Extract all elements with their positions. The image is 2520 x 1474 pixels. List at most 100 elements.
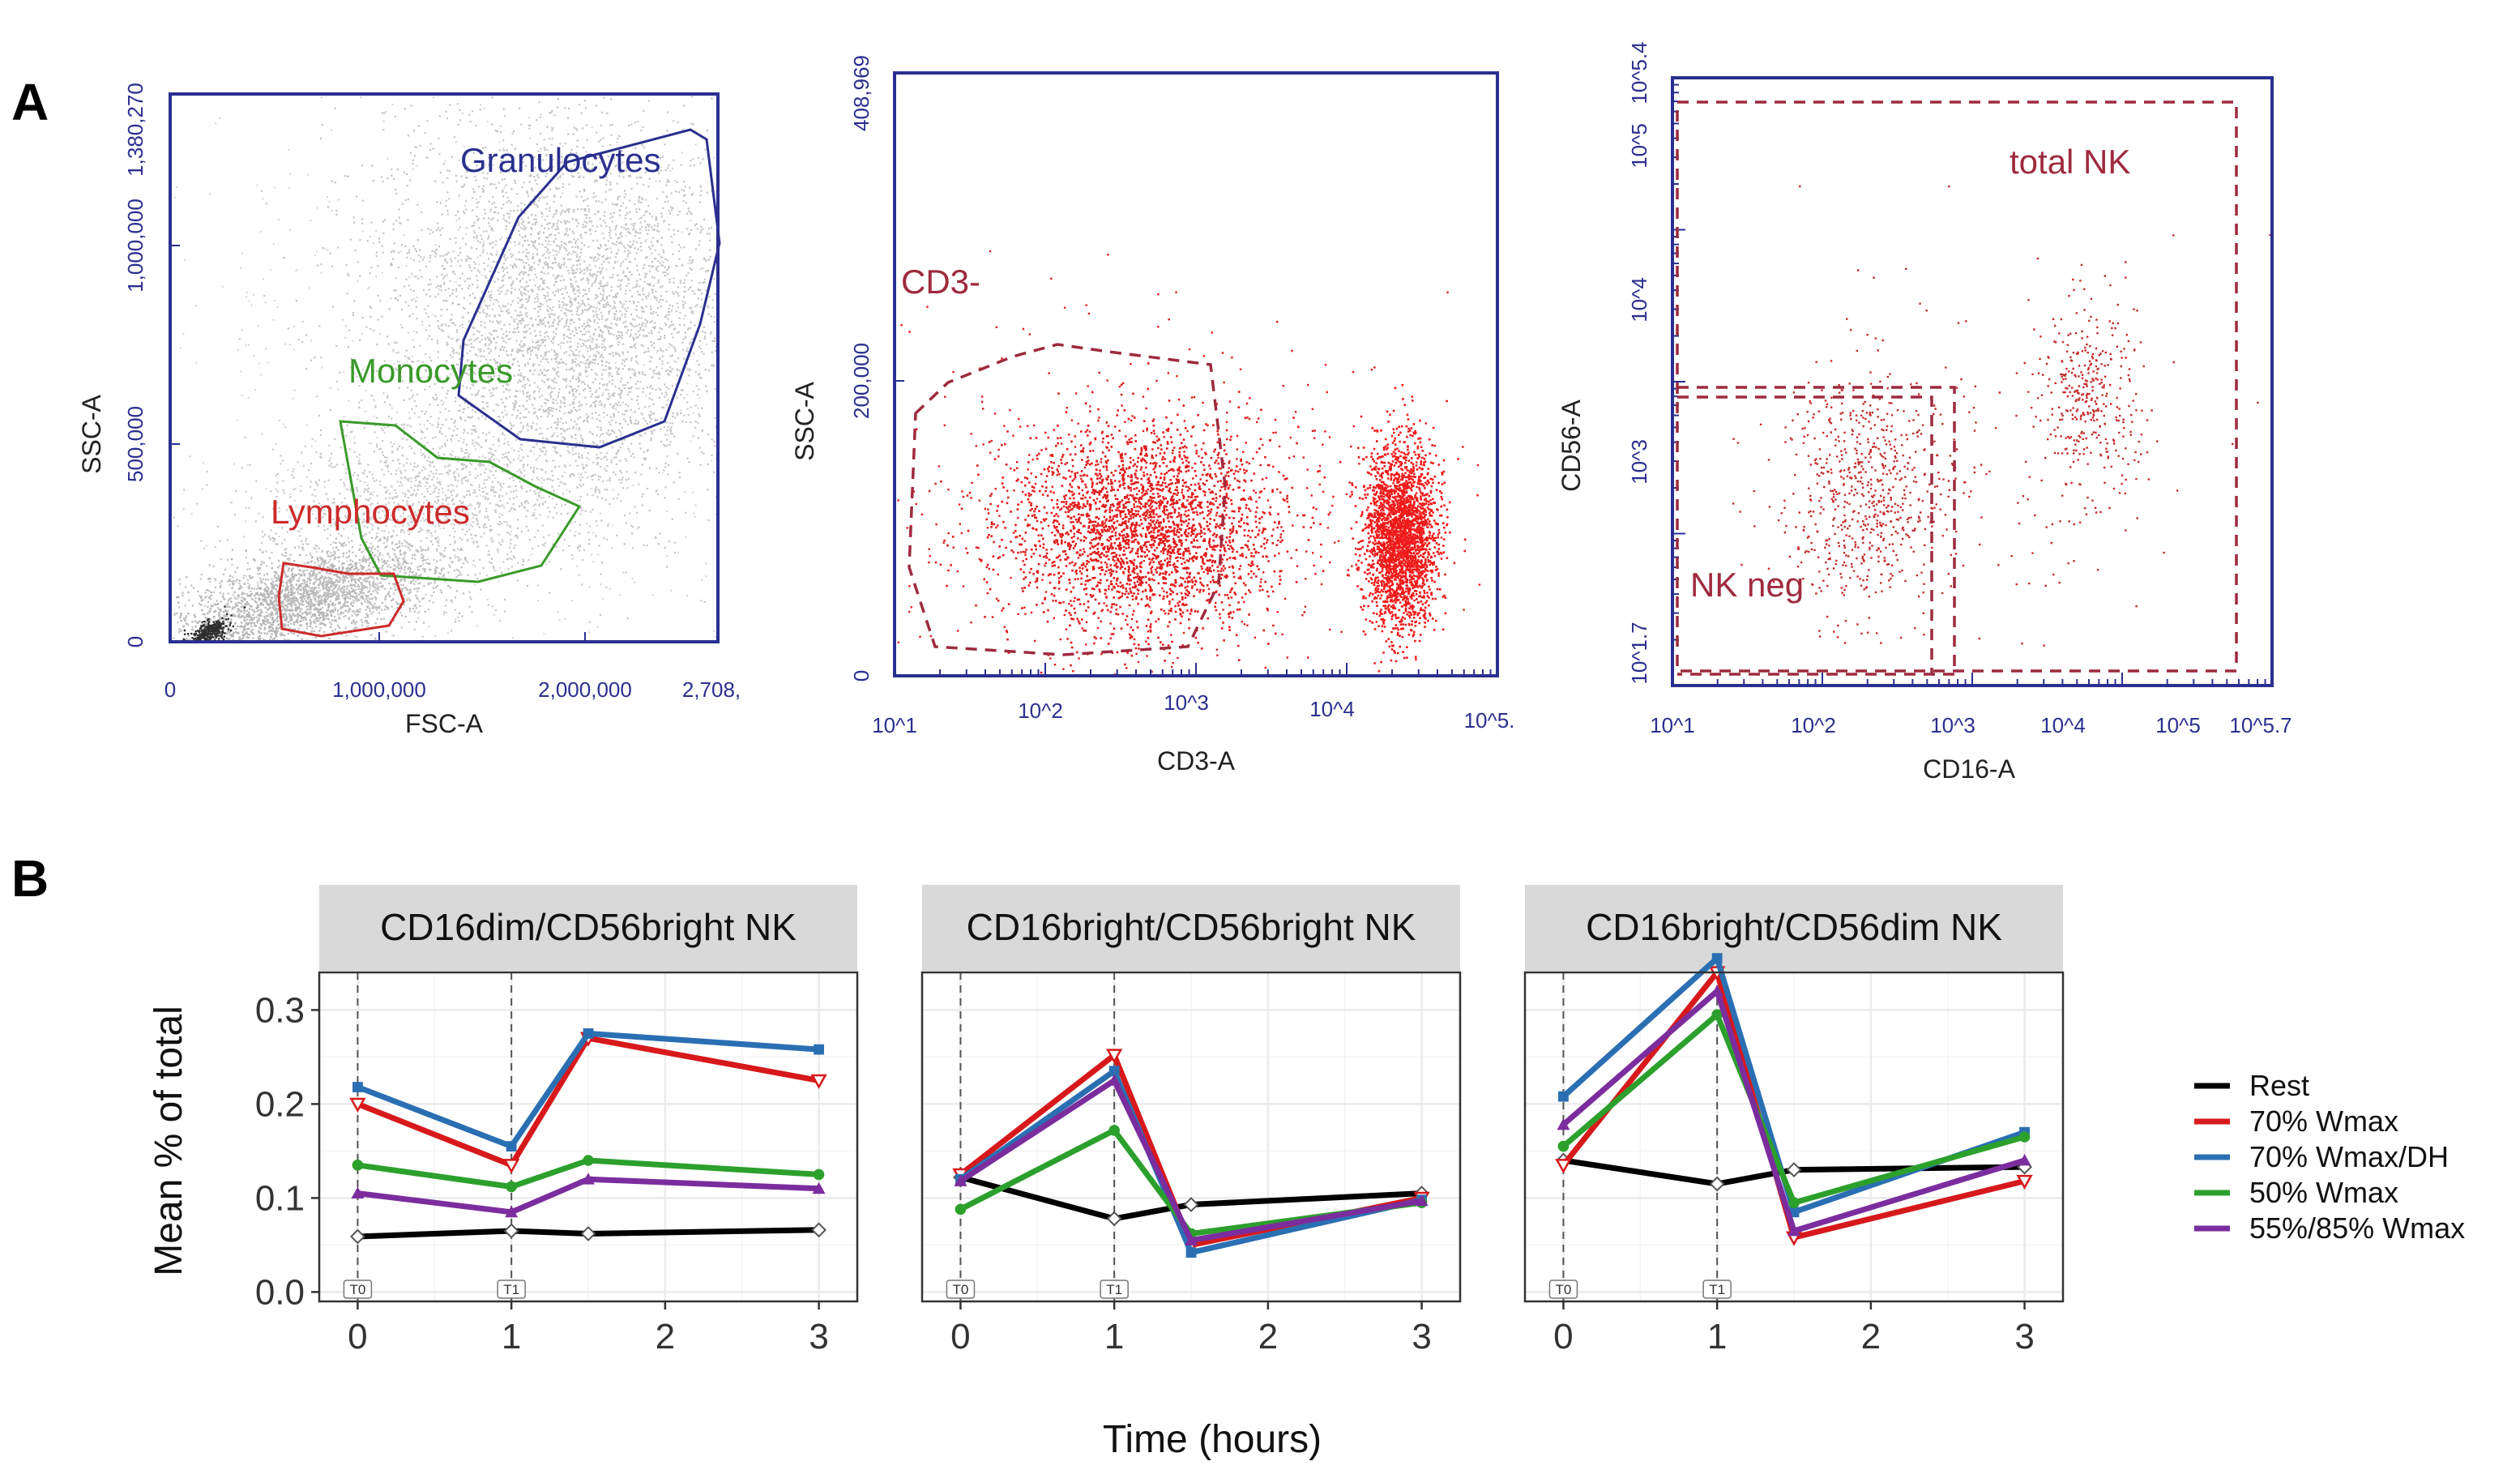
x-tick-label: 0 — [950, 1317, 970, 1357]
series-line — [357, 1035, 820, 1169]
chart-y-title: Mean % of total — [147, 1006, 190, 1276]
data-point — [506, 1181, 517, 1193]
facet-title: CD16bright/CD56dim NK — [1586, 906, 2002, 948]
timepoint-box — [497, 1280, 526, 1299]
flow-plot-cd3-ssc: 10^1 10^2 10^3 10^4 10^5. 0 200,000 408,… — [790, 55, 1514, 775]
series-line — [959, 1077, 1423, 1244]
plot3-xtick-3: 10^4 — [2040, 713, 2086, 737]
nk-neg-gate — [1677, 386, 1956, 676]
data-point — [1711, 953, 1723, 963]
data-point — [812, 1181, 826, 1194]
timepoint-label: T1 — [1106, 1282, 1122, 1297]
plot3-ytick-1: 10^3 — [1627, 439, 1651, 485]
data-point — [955, 1203, 967, 1216]
plot1-ytick-1: 500,000 — [123, 406, 147, 482]
timepoint-box — [343, 1280, 373, 1299]
data-point — [503, 1159, 520, 1174]
data-point — [352, 1160, 364, 1171]
lymphocyte-label: Lymphocytes — [271, 493, 470, 531]
data-point — [1555, 1159, 1572, 1174]
event-cloud — [173, 520, 517, 642]
timepoint-box — [1702, 1280, 1732, 1299]
timepoint-box — [1100, 1280, 1129, 1299]
data-point — [2018, 1154, 2031, 1166]
nk-neg-gate-inner — [1677, 395, 1933, 674]
cd3-neg-label: CD3- — [901, 263, 980, 301]
facet-strip — [1525, 885, 2063, 971]
plot2-xtick-1: 10^2 — [1018, 699, 1063, 723]
chart-legend: Rest 70% Wmax 70% Wmax/DH 50% Wmax 55%/8… — [2194, 1069, 2465, 1245]
data-point — [2016, 1174, 2033, 1190]
timepoint-label: T0 — [1556, 1282, 1572, 1297]
timepoint-box — [946, 1280, 976, 1299]
event-cloud — [1732, 185, 2271, 647]
facet-border — [318, 971, 859, 1303]
nk-neg-label: NK neg — [1690, 566, 1804, 604]
facet-strip — [922, 885, 1460, 971]
data-point — [352, 1082, 363, 1092]
y-tick-label: 0.0 — [255, 1272, 305, 1312]
series-line — [357, 1030, 819, 1150]
series-line — [357, 1157, 819, 1190]
data-point — [813, 1169, 825, 1181]
data-point — [1786, 1162, 1802, 1178]
data-point — [583, 1028, 594, 1039]
plot3-xtick-2: 10^3 — [1930, 713, 1975, 737]
plot3-y-label: CD56-A — [1557, 399, 1586, 491]
x-tick-label: 0 — [348, 1317, 367, 1357]
plot2-xtick-3: 10^4 — [1309, 697, 1355, 721]
legend-label-rest: Rest — [2249, 1069, 2309, 1102]
plot2-y-label: SSC-A — [790, 381, 819, 460]
data-point — [582, 1173, 595, 1185]
plot2-x-label: CD3-A — [1157, 746, 1236, 775]
plot2-xtick-4: 10^5. — [1464, 708, 1515, 733]
facet-strip — [319, 885, 857, 971]
facet-0: CD16dim/CD56bright NK T0 T1 0 1 2 3 0.0 0.1 0.2 0.… — [255, 885, 859, 1357]
plot2-ytick-1: 200,000 — [849, 343, 873, 419]
data-point — [1557, 1140, 1570, 1152]
timepoint-label: T1 — [503, 1282, 519, 1297]
plot3-ytick-3: 10^5 — [1627, 123, 1651, 169]
plot2-xtick-0: 10^1 — [872, 713, 917, 737]
x-tick-label: 2 — [1861, 1317, 1881, 1357]
lymphocyte-gate — [277, 562, 405, 638]
legend-label-50-wmax: 50% Wmax — [2249, 1176, 2398, 1209]
data-point — [954, 1174, 967, 1186]
data-point — [1709, 1176, 1725, 1192]
series-line — [357, 1176, 819, 1216]
facet-title: CD16bright/CD56bright NK — [967, 906, 1416, 948]
facet-border — [920, 971, 1462, 1303]
panel-a-letter: A — [11, 73, 49, 131]
series-70% Wmax — [349, 1032, 827, 1174]
data-point — [583, 1155, 594, 1166]
legend-label-70-wmax-dh: 70% Wmax/DH — [2249, 1140, 2449, 1173]
x-tick-label: 3 — [2014, 1317, 2034, 1357]
y-tick-label: 0.3 — [255, 990, 305, 1030]
facet-border — [1523, 971, 2065, 1303]
data-point — [1185, 1247, 1197, 1258]
series-70% Wmax/DH — [352, 1028, 824, 1151]
monocyte-gate — [339, 420, 582, 583]
data-point — [810, 1074, 827, 1089]
data-point — [814, 1044, 824, 1055]
plot1-ytick-0: 0 — [123, 636, 147, 647]
data-point — [1558, 1091, 1569, 1102]
plot1-y-label: SSC-A — [77, 394, 106, 473]
timepoint-box — [1548, 1280, 1578, 1299]
data-point — [1415, 1194, 1429, 1207]
chart-x-title: Time (hours) — [1103, 1418, 1322, 1461]
flow-events — [173, 96, 2271, 676]
plot1-xtick-0: 0 — [164, 677, 176, 702]
facet-title: CD16dim/CD56bright NK — [380, 906, 797, 948]
cd3-neg-gate — [908, 343, 1227, 656]
data-point — [349, 1097, 366, 1113]
legend-label-55-85-wmax: 55%/85% Wmax — [2249, 1211, 2465, 1245]
granulocyte-gate — [457, 128, 721, 449]
facet-1: CD16bright/CD56bright NK T0 T1 0 1 2 3 — [920, 885, 1462, 1357]
series-55%/85% Wmax — [954, 1074, 1429, 1245]
x-tick-label: 3 — [1412, 1317, 1431, 1357]
plot3-x-label: CD16-A — [1923, 754, 2015, 784]
data-point — [503, 1223, 519, 1239]
data-point — [350, 1228, 365, 1245]
